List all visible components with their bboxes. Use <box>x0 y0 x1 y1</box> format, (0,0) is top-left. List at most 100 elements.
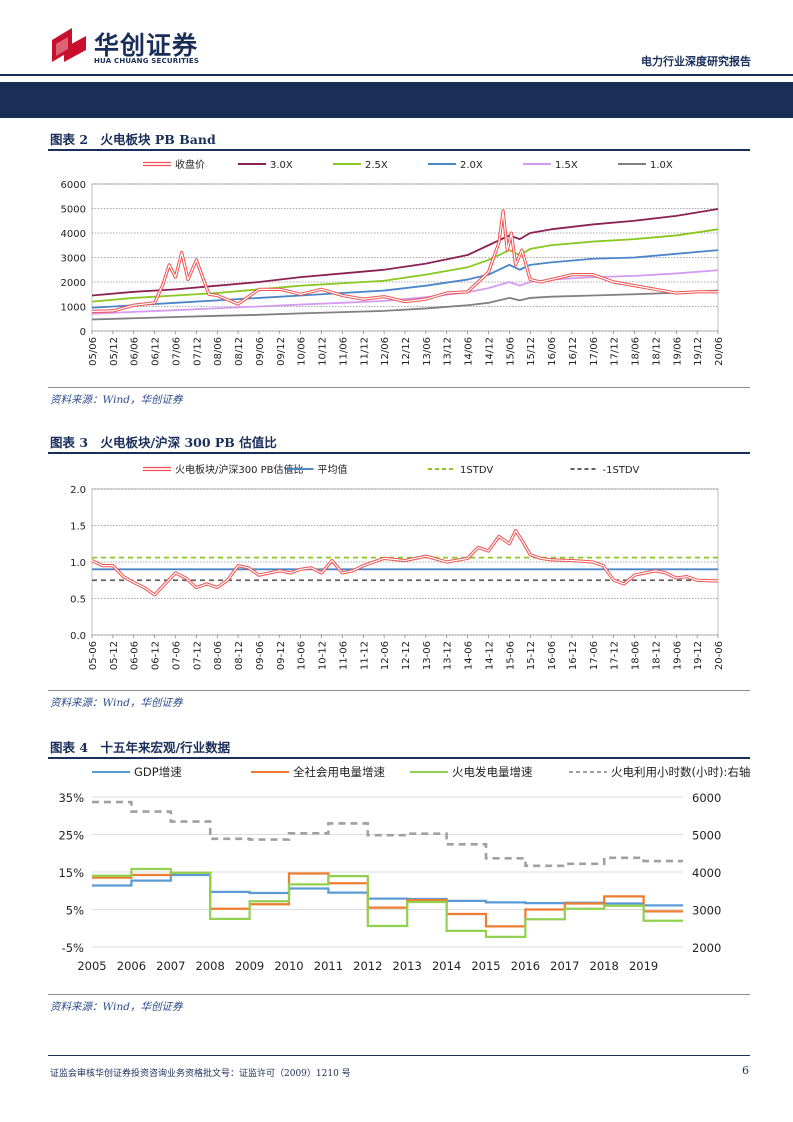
y-tick-label: 1000 <box>61 303 86 314</box>
x-tick-label: 06-06 <box>130 641 141 670</box>
legend-label: 2.0X <box>460 160 483 171</box>
macro-industry-chart: -5% 5% 15% 25% 35% 2000 3000 4000 5000 6000 2005 20… <box>58 765 750 973</box>
y2-tick-label: 5000 <box>692 829 721 843</box>
series-line <box>91 228 719 303</box>
x-tick-label: 13/06 <box>422 337 433 366</box>
report-type: 电力行业深度研究报告 <box>641 55 751 68</box>
pb-ratio-chart: 0.0 0.5 1.0 1.5 2.0 05-06 05-12 06-06 06-12 07-06… <box>70 463 725 670</box>
series-line <box>92 800 683 868</box>
x-tick-label: 08/12 <box>234 337 245 366</box>
y-tick-label: 35% <box>58 791 84 805</box>
x-tick-label: 19/12 <box>693 337 704 366</box>
logo-mark-icon <box>52 28 86 62</box>
x-tick-label: 06-12 <box>151 641 162 670</box>
y-tick-label: 2000 <box>61 278 86 289</box>
x-tick-label: 2018 <box>590 959 619 973</box>
x-tick-label: 10-06 <box>297 641 308 670</box>
series-line <box>91 209 718 313</box>
header-band <box>0 82 793 118</box>
x-tick-label: 09-06 <box>255 641 266 670</box>
legend-label: 火电板块/沪深300 PB估值比 <box>175 463 304 476</box>
x-tick-label: 06/06 <box>130 337 141 366</box>
x-tick-label: 2019 <box>629 959 658 973</box>
x-tick-label: 10-12 <box>318 641 329 670</box>
legend-label: 1.0X <box>650 160 673 171</box>
figure-bottom-rule <box>48 690 750 691</box>
y-tick-label: 1.5 <box>70 522 86 533</box>
legend-label: 收盘价 <box>175 158 205 171</box>
x-tick-label: 15-12 <box>526 641 537 670</box>
x-tick-label: 2014 <box>432 959 461 973</box>
x-tick-label: 09/06 <box>255 337 266 366</box>
company-logo: 华创证券 HUA CHUANG SECURITIES <box>50 26 210 68</box>
x-tick-label: 11-12 <box>359 641 370 670</box>
x-tick-label: 15/12 <box>526 337 537 366</box>
x-tick-label: 2017 <box>550 959 579 973</box>
x-tick-label: 19-12 <box>693 641 704 670</box>
y2-tick-label: 2000 <box>692 941 721 955</box>
figure-bottom-rule <box>48 387 750 388</box>
x-tick-label: 11-06 <box>338 641 349 670</box>
x-tick-label: 16-12 <box>568 641 579 670</box>
x-tick-label: 05/12 <box>109 337 120 366</box>
x-tick-label: 07-06 <box>171 641 182 670</box>
y-tick-label: 0.5 <box>70 595 86 606</box>
x-tick-label: 10/06 <box>297 337 308 366</box>
report-header: 华创证券 HUA CHUANG SECURITIES 电力行业深度研究报告 <box>0 0 793 118</box>
x-tick-label: 2008 <box>196 959 225 973</box>
x-tick-label: 11/06 <box>338 337 349 366</box>
y2-tick-label: 6000 <box>692 791 721 805</box>
x-tick-label: 13/12 <box>443 337 454 366</box>
series-line <box>91 529 719 597</box>
footer-disclaimer: 证监会审核华创证券投资咨询业务资格批文号：证监许可（2009）1210 号 <box>50 1069 351 1079</box>
x-tick-label: 06/12 <box>151 337 162 366</box>
figure-source: 资料来源：Wind，华创证券 <box>50 394 183 406</box>
x-tick-label: 07/06 <box>171 337 182 366</box>
x-tick-label: 05-06 <box>88 641 99 670</box>
x-tick-label: 07/12 <box>192 337 203 366</box>
figure-source: 资料来源：Wind，华创证券 <box>50 1001 183 1013</box>
header-rule <box>0 74 793 76</box>
legend-label: 3.0X <box>270 160 293 171</box>
x-tick-label: 20-06 <box>714 641 725 670</box>
x-tick-label: 17-06 <box>589 641 600 670</box>
x-tick-label: 2005 <box>77 959 106 973</box>
x-tick-label: 12-12 <box>401 641 412 670</box>
x-tick-label: 09/12 <box>276 337 287 366</box>
legend-label: 火电发电量增速 <box>452 765 533 779</box>
y-tick-label: 0 <box>80 327 86 338</box>
x-tick-label: 2011 <box>314 959 343 973</box>
x-tick-label: 18/12 <box>651 337 662 366</box>
x-tick-label: 17-12 <box>610 641 621 670</box>
series-line-core <box>91 530 719 596</box>
x-tick-label: 15/06 <box>505 337 516 366</box>
x-tick-label: 08/06 <box>213 337 224 366</box>
x-tick-label: 2010 <box>274 959 303 973</box>
x-tick-label: 2007 <box>156 959 185 973</box>
x-tick-label: 16/12 <box>568 337 579 366</box>
legend-label: 1.5X <box>555 160 578 171</box>
x-tick-label: 2006 <box>117 959 146 973</box>
page-number: 6 <box>742 1064 749 1077</box>
y-tick-label: 2.0 <box>70 485 86 496</box>
x-tick-label: 17/06 <box>589 337 600 366</box>
x-tick-label: 18/06 <box>631 337 642 366</box>
y2-tick-label: 4000 <box>692 866 721 880</box>
x-tick-label: 2009 <box>235 959 264 973</box>
x-tick-label: 12/12 <box>401 337 412 366</box>
x-tick-label: 09-12 <box>276 641 287 670</box>
y-tick-label: 0.0 <box>70 631 86 642</box>
x-tick-label: 16-06 <box>547 641 558 670</box>
company-name-en: HUA CHUANG SECURITIES <box>94 57 200 65</box>
figure-bottom-rule <box>48 994 750 995</box>
legend-label: 1STDV <box>460 465 493 476</box>
x-tick-label: 05-12 <box>109 641 120 670</box>
y-tick-label: 5000 <box>61 205 86 216</box>
x-tick-label: 08-06 <box>213 641 224 670</box>
y2-tick-label: 3000 <box>692 904 721 918</box>
series-line-core <box>91 210 718 312</box>
x-tick-label: 2012 <box>353 959 382 973</box>
y-tick-label: 4000 <box>61 229 86 240</box>
x-tick-label: 10/12 <box>318 337 329 366</box>
footer-rule <box>48 1055 750 1056</box>
